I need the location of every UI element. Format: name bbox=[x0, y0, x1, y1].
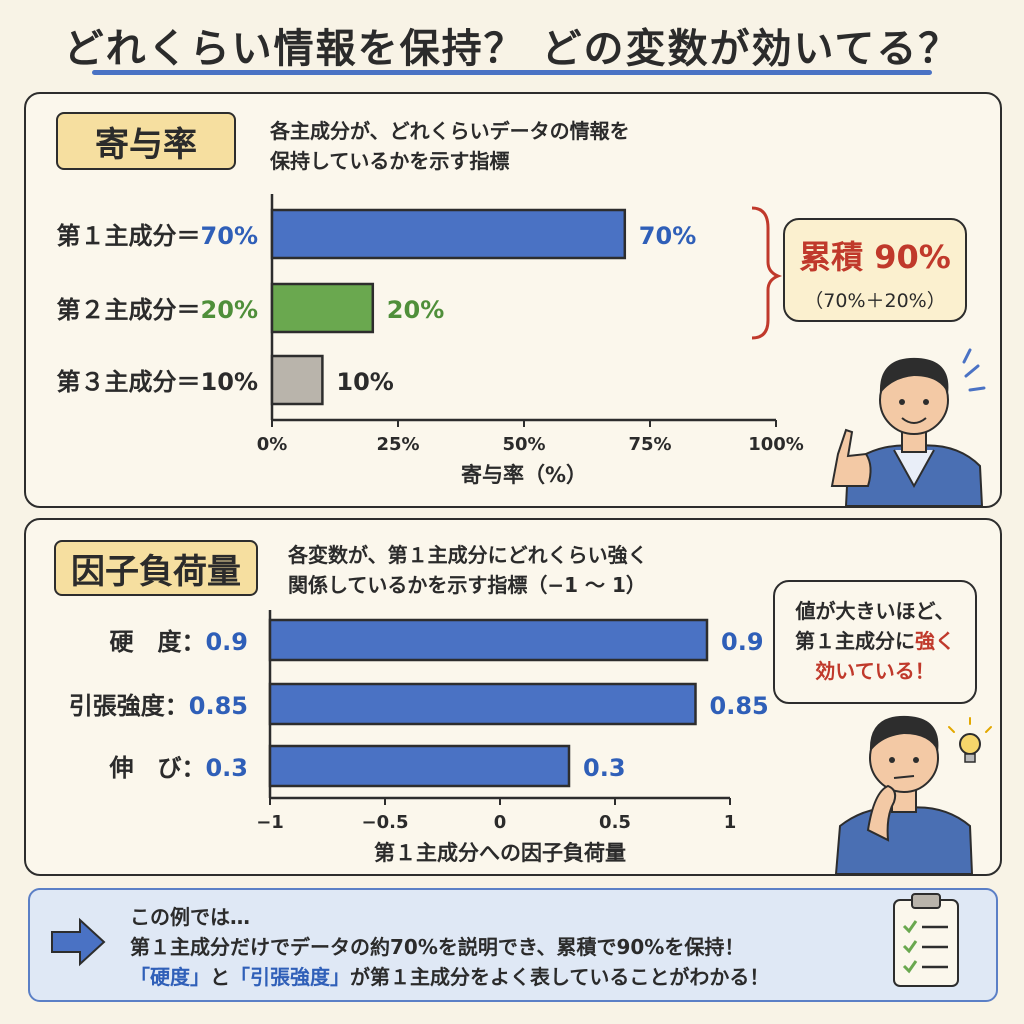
category-value: 0.9 bbox=[205, 628, 248, 656]
category-label: 引張強度：0.85 bbox=[69, 692, 248, 720]
category-label: 硬 度：0.9 bbox=[109, 628, 248, 656]
bubble-line-3: 効いている！ bbox=[775, 656, 975, 686]
bubble-line-1: 値が大きいほど、 bbox=[795, 599, 955, 623]
contribution-chart: 0% 25% 50% 75% 100%寄与率（%）70%第１主成分＝70%20%第２主成… bbox=[57, 194, 804, 487]
bubble-line-3-b: ！ bbox=[914, 659, 935, 683]
summary-line-1: この例では… bbox=[130, 905, 250, 929]
x-axis-label: 寄与率（%） bbox=[461, 463, 587, 487]
loading-description-line: 各変数が、第１主成分にどれくらい強く bbox=[288, 543, 648, 567]
summary-quote-hardness: 「硬度」 bbox=[130, 965, 210, 989]
x-tick-label: −1 bbox=[256, 812, 284, 833]
contribution-description-line: 保持しているかを示す指標 bbox=[270, 149, 510, 173]
category-value: 0.3 bbox=[205, 754, 248, 782]
x-tick-label: 50% bbox=[502, 434, 545, 455]
category-name: 第１主成分＝ bbox=[57, 222, 201, 250]
category-label: 第２主成分＝20% bbox=[57, 296, 258, 324]
x-tick-label: 0% bbox=[257, 434, 288, 455]
bar-value-label: 0.9 bbox=[721, 628, 764, 656]
bar bbox=[270, 282, 375, 334]
bar-value-label: 10% bbox=[336, 368, 393, 396]
contribution-description-line: 各主成分が、どれくらいデータの情報を bbox=[270, 119, 630, 143]
summary-text: この例では… 第１主成分だけでデータの約70%を説明でき、累積で90%を保持！ … bbox=[130, 902, 769, 992]
bar bbox=[270, 354, 324, 406]
bar-value-label: 70% bbox=[639, 222, 696, 250]
arrow-right-icon bbox=[51, 917, 106, 967]
bar bbox=[268, 744, 571, 788]
contribution-tag: 寄与率 bbox=[56, 112, 236, 170]
category-value: 0.85 bbox=[189, 692, 248, 720]
x-tick-label: 75% bbox=[628, 434, 671, 455]
category-value: 20% bbox=[201, 296, 258, 324]
bubble-line-3-a: 効いている bbox=[815, 659, 915, 683]
summary-line-3-end: が第１主成分をよく表していることがわかる！ bbox=[350, 965, 770, 989]
engineer-illustration-1 bbox=[830, 348, 986, 507]
cumulative-label: 累積 90% bbox=[799, 238, 951, 276]
loading-tag: 因子負荷量 bbox=[54, 540, 258, 596]
engineer-pointing-icon bbox=[830, 348, 986, 507]
loading-description: 各変数が、第１主成分にどれくらい強く 関係しているかを示す指標（−1 ～ 1） bbox=[288, 540, 768, 600]
summary-quote-tensile: 「引張強度」 bbox=[230, 965, 350, 989]
category-label: 第３主成分＝10% bbox=[57, 368, 258, 396]
loading-speech-bubble: 値が大きいほど、 第１主成分に強く 効いている！ bbox=[773, 580, 977, 704]
bubble-line-2-b: 強く bbox=[915, 629, 955, 653]
bubble-line-2-a: 第１主成分に bbox=[795, 629, 915, 653]
bar-value-label: 0.85 bbox=[710, 692, 769, 720]
page-title: どれくらい情報を保持？ どの変数が効いてる？ bbox=[63, 26, 961, 72]
contribution-panel: 寄与率 各主成分が、どれくらいデータの情報を 保持しているかを示す指標 0% 25… bbox=[24, 92, 1002, 508]
contribution-description: 各主成分が、どれくらいデータの情報を 保持しているかを示す指標 bbox=[270, 116, 770, 176]
bar-value-label: 0.3 bbox=[583, 754, 626, 782]
cumulative-bubble: 累積 90% （70%＋20%） bbox=[783, 218, 967, 322]
category-value: 10% bbox=[201, 368, 258, 396]
category-name: 第３主成分＝ bbox=[57, 368, 201, 396]
summary-line-2: 第１主成分だけでデータの約70%を説明でき、累積で90%を保持！ bbox=[130, 935, 745, 959]
summary-box: この例では… 第１主成分だけでデータの約70%を説明でき、累積で90%を保持！ … bbox=[28, 888, 998, 1002]
x-tick-label: 0.5 bbox=[599, 812, 631, 833]
x-axis-label: 第１主成分への因子負荷量 bbox=[374, 841, 626, 865]
category-name: 伸 び： bbox=[108, 754, 205, 782]
x-tick-label: 1 bbox=[724, 812, 737, 833]
title-underline bbox=[92, 70, 932, 75]
x-tick-label: 100% bbox=[748, 434, 804, 455]
loading-description-line: 関係しているかを示す指標（−1 ～ 1） bbox=[288, 573, 646, 597]
category-label: 第１主成分＝70% bbox=[57, 222, 258, 250]
cumulative-detail: （70%＋20%） bbox=[804, 290, 946, 312]
engineer-illustration-2 bbox=[834, 715, 992, 875]
loading-panel: 因子負荷量 各変数が、第１主成分にどれくらい強く 関係しているかを示す指標（−1… bbox=[24, 518, 1002, 876]
engineer-thinking-icon bbox=[834, 715, 992, 875]
x-tick-label: −0.5 bbox=[362, 812, 409, 833]
summary-line-3-mid: と bbox=[210, 965, 230, 989]
x-tick-label: 25% bbox=[376, 434, 419, 455]
bar bbox=[268, 682, 697, 726]
x-tick-label: 0 bbox=[494, 812, 507, 833]
summary-line-3: 「硬度」と「引張強度」が第１主成分をよく表していることがわかる！ bbox=[130, 962, 769, 992]
bar-value-label: 20% bbox=[387, 296, 444, 324]
category-value: 70% bbox=[201, 222, 258, 250]
clipboard-checklist-icon bbox=[893, 893, 959, 987]
category-label: 伸 び：0.3 bbox=[108, 754, 248, 782]
bar bbox=[270, 208, 627, 260]
category-name: 第２主成分＝ bbox=[57, 296, 201, 324]
bubble-line-2: 第１主成分に強く bbox=[775, 626, 975, 656]
bar bbox=[268, 618, 709, 662]
category-name: 硬 度： bbox=[109, 628, 205, 656]
category-name: 引張強度： bbox=[69, 692, 189, 720]
cumulative-bracket bbox=[751, 206, 783, 340]
